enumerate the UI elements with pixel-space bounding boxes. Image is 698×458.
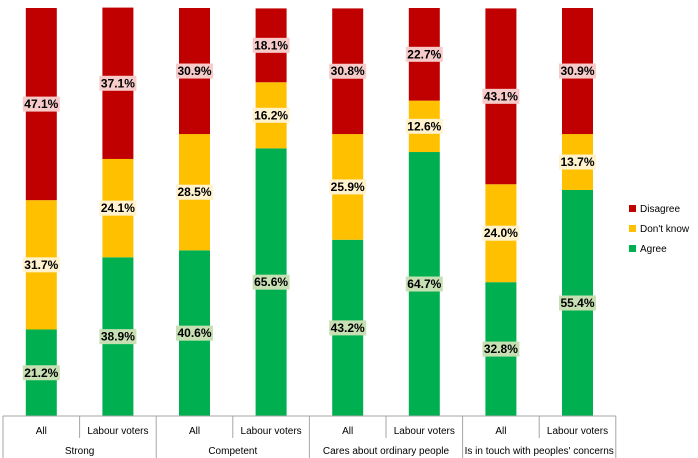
data-label-bg-don-t-know-4: [329, 179, 367, 195]
group-label-cares-about-ordinary-people: Cares about ordinary people: [323, 446, 450, 457]
data-label-bg-agree-5: [405, 276, 443, 292]
data-label-bg-agree-0: [22, 365, 60, 381]
data-label-don-t-know-4: 25.9%: [331, 180, 365, 194]
data-label-bg-agree-6: [482, 341, 520, 357]
data-label-agree-3: 65.6%: [254, 275, 288, 289]
data-label-agree-2: 40.6%: [177, 326, 211, 340]
data-label-bg-agree-1: [99, 329, 137, 345]
data-label-disagree-4: 30.8%: [331, 64, 365, 78]
data-label-bg-don-t-know-1: [99, 200, 137, 216]
data-label-disagree-0: 47.1%: [24, 97, 58, 111]
group-label-strong: Strong: [65, 446, 94, 457]
data-label-disagree-1: 37.1%: [101, 76, 135, 90]
data-label-agree-5: 64.7%: [407, 277, 441, 291]
data-label-don-t-know-1: 24.1%: [101, 201, 135, 215]
data-labels-layer: 21.2% 31.7% 47.1% 38.9% 24.1% 37.1% 40.6% 28.5%…: [22, 37, 596, 381]
legend-swatch-don-t-know: [629, 225, 636, 232]
data-label-bg-disagree-3: [252, 37, 290, 53]
data-label-bg-disagree-0: [22, 96, 60, 112]
data-label-bg-don-t-know-6: [482, 225, 520, 241]
data-label-bg-disagree-5: [405, 46, 443, 62]
data-label-don-t-know-3: 16.2%: [254, 108, 288, 122]
data-label-bg-disagree-7: [559, 63, 596, 79]
data-label-bg-agree-4: [329, 320, 367, 336]
data-label-don-t-know-7: 13.7%: [560, 155, 594, 169]
data-label-bg-don-t-know-7: [559, 154, 596, 170]
legend: Disagree Don't know Agree: [629, 204, 690, 255]
data-label-bg-disagree-6: [482, 88, 520, 104]
group-label-is-in-touch-with-peoples-concerns: Is in touch with peoples' concerns: [465, 446, 614, 457]
category-label-3: Labour voters: [241, 426, 302, 437]
data-label-bg-don-t-know-5: [405, 118, 443, 134]
data-label-disagree-2: 30.9%: [177, 64, 211, 78]
category-label-2: All: [189, 426, 200, 437]
category-label-5: Labour voters: [394, 426, 455, 437]
category-label-0: All: [36, 426, 47, 437]
data-label-agree-1: 38.9%: [101, 330, 135, 344]
data-label-don-t-know-5: 12.6%: [407, 119, 441, 133]
category-label-7: Labour voters: [547, 426, 608, 437]
category-axis: All Labour voters All Labour voters All Labou…: [2, 415, 617, 458]
category-label-6: All: [495, 426, 506, 437]
category-label-1: Labour voters: [87, 426, 148, 437]
data-label-bg-disagree-2: [176, 63, 213, 79]
data-label-disagree-3: 18.1%: [254, 38, 288, 52]
data-label-don-t-know-6: 24.0%: [484, 226, 518, 240]
legend-label-don-t-know: Don't know: [640, 224, 690, 235]
data-label-bg-don-t-know-0: [22, 257, 60, 273]
data-label-bg-agree-7: [559, 295, 596, 311]
legend-label-disagree: Disagree: [640, 204, 680, 215]
data-label-don-t-know-2: 28.5%: [177, 185, 211, 199]
data-label-disagree-6: 43.1%: [484, 89, 518, 103]
data-label-disagree-5: 22.7%: [407, 47, 441, 61]
legend-swatch-disagree: [629, 205, 636, 212]
data-label-bg-disagree-4: [329, 63, 367, 79]
category-label-4: All: [342, 426, 353, 437]
data-label-bg-agree-3: [252, 274, 290, 290]
group-label-competent: Competent: [208, 446, 257, 457]
data-label-bg-don-t-know-3: [252, 107, 290, 123]
data-label-bg-disagree-1: [99, 75, 137, 91]
legend-label-agree: Agree: [640, 244, 667, 255]
data-label-agree-4: 43.2%: [331, 321, 365, 335]
data-label-bg-don-t-know-2: [176, 184, 213, 200]
data-label-agree-7: 55.4%: [560, 296, 594, 310]
data-label-don-t-know-0: 31.7%: [24, 258, 58, 272]
data-label-agree-0: 21.2%: [24, 366, 58, 380]
data-label-agree-6: 32.8%: [484, 342, 518, 356]
data-label-bg-agree-2: [176, 325, 213, 341]
data-label-disagree-7: 30.9%: [560, 64, 594, 78]
legend-swatch-agree: [629, 245, 636, 252]
